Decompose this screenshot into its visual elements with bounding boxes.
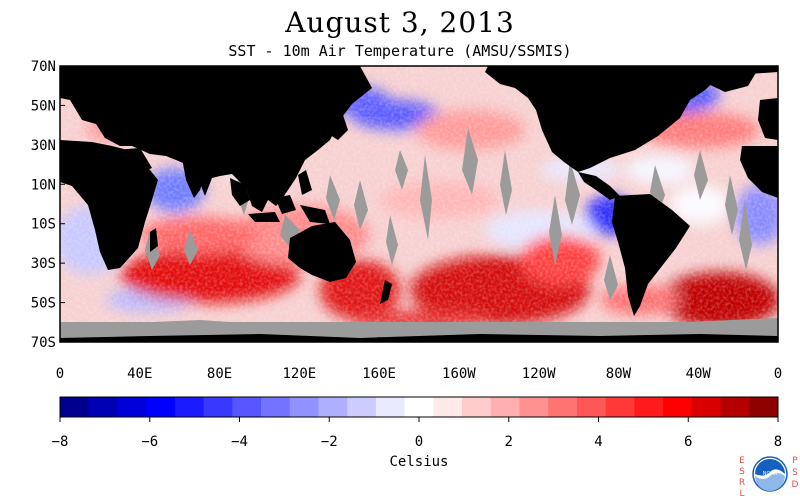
colorbar-swatch <box>203 397 233 417</box>
lat-label: 50S <box>31 296 56 312</box>
esrl-letter: R <box>739 478 745 488</box>
colorbar-swatch <box>174 397 205 417</box>
colorbar-tick-label: −2 <box>321 434 338 450</box>
colorbar-swatch <box>634 397 664 417</box>
colorbar-swatch <box>261 397 291 417</box>
colorbar-swatch <box>375 397 406 417</box>
colorbar-swatch <box>117 397 147 417</box>
psd-letters: PSD <box>792 456 799 490</box>
colorbar-title: Celsius <box>389 454 448 470</box>
lat-label: 30S <box>31 256 56 272</box>
colorbar-swatch <box>548 397 578 417</box>
colorbar-tick-label: 6 <box>684 434 692 450</box>
lon-label: 40W <box>686 366 712 382</box>
colorbar-swatch <box>289 397 319 417</box>
psd-letter: S <box>792 468 798 478</box>
lat-label: 10S <box>31 217 56 233</box>
map-area <box>60 66 778 342</box>
colorbar-swatch <box>605 397 635 417</box>
colorbar-swatch <box>519 397 549 417</box>
lat-label: 10N <box>31 177 56 193</box>
psd-letter: P <box>792 456 798 466</box>
map-frame <box>59 65 779 343</box>
psd-letter: D <box>792 480 799 490</box>
colorbar <box>59 396 779 418</box>
lon-label: 160W <box>442 366 476 382</box>
esrl-letter: L <box>739 489 744 499</box>
lon-label: 80E <box>207 366 232 382</box>
colorbar-swatch <box>146 397 176 417</box>
longitude-axis: 0 40E 80E 120E 160E 160W 120W 80W 40W 0 <box>56 337 782 382</box>
colorbar-swatch <box>60 397 90 417</box>
colorbar-tick-label: 8 <box>774 434 782 450</box>
colorbar-tick-label: −6 <box>141 434 158 450</box>
seal-text: NOAA <box>763 471 778 477</box>
page-title: August 3, 2013 <box>285 6 515 39</box>
lat-label: 70N <box>31 59 56 75</box>
colorbar-tick-label: −8 <box>52 434 69 450</box>
colorbar-tick-label: 2 <box>505 434 513 450</box>
colorbar-swatch <box>663 397 693 417</box>
colorbar-swatch <box>232 397 262 417</box>
lat-label: 70S <box>31 335 56 351</box>
colorbar-swatch <box>88 397 118 417</box>
colorbar-swatch <box>576 397 607 417</box>
esrl-letter: S <box>739 467 745 477</box>
colorbar-tick-label: 0 <box>415 434 423 450</box>
colorbar-swatch <box>404 397 434 417</box>
colorbar-tick-label: 4 <box>594 434 602 450</box>
colorbar-tick-label: −4 <box>231 434 248 450</box>
lon-label: 120E <box>282 366 316 382</box>
colorbar-swatch <box>490 397 521 417</box>
colorbar-swatch <box>691 397 722 417</box>
colorbar-swatch <box>433 397 463 417</box>
latitude-axis: 70N 50N 30N 10N 10S 30S 50S 70S <box>31 59 65 351</box>
land <box>60 66 778 342</box>
lat-label: 30N <box>31 138 56 154</box>
colorbar-swatch <box>720 397 750 417</box>
seal-bird-icon <box>755 459 785 476</box>
lon-label: 160E <box>362 366 396 382</box>
esrl-letter: E <box>739 456 745 466</box>
colorbar-swatch <box>749 397 779 417</box>
lon-label: 80W <box>606 366 632 382</box>
lon-label: 0 <box>56 366 64 382</box>
seal-wave-icon <box>755 473 785 491</box>
colorbar-swatch <box>347 397 377 417</box>
lon-label: 0 <box>774 366 782 382</box>
lon-label: 120W <box>522 366 556 382</box>
page-subtitle: SST - 10m Air Temperature (AMSU/SSMIS) <box>228 42 572 60</box>
lon-label: 40E <box>127 366 152 382</box>
colorbar-swatch <box>462 397 492 417</box>
colorbar-ticks: −8 −6 −4 −2 0 2 4 6 8 <box>52 417 782 450</box>
lat-label: 50N <box>31 98 56 114</box>
colorbar-swatch <box>318 397 348 417</box>
